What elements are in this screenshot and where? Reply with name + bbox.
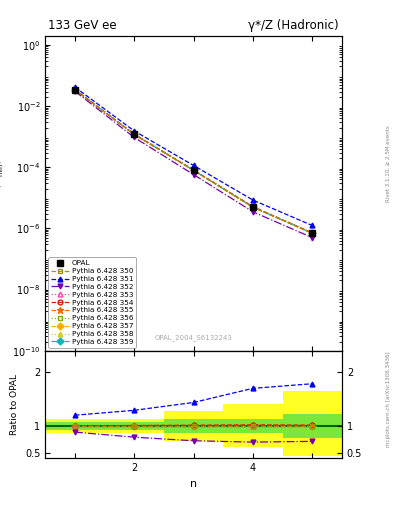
Pythia 6.428 354 xyxy=(251,204,255,210)
Y-axis label: Ratio to OPAL: Ratio to OPAL xyxy=(10,374,19,435)
Line: Pythia 6.428 351: Pythia 6.428 351 xyxy=(72,84,315,228)
Pythia 6.428 357 xyxy=(310,230,315,236)
Pythia 6.428 355 xyxy=(251,204,255,210)
Pythia 6.428 356 xyxy=(251,204,255,210)
Pythia 6.428 353 xyxy=(73,87,77,93)
Pythia 6.428 350 xyxy=(251,204,255,210)
Pythia 6.428 355 xyxy=(191,167,196,173)
OPAL xyxy=(251,204,255,210)
Line: Pythia 6.428 350: Pythia 6.428 350 xyxy=(72,87,315,236)
Pythia 6.428 358 xyxy=(132,131,137,137)
Pythia 6.428 356 xyxy=(191,167,196,174)
Pythia 6.428 353 xyxy=(310,230,315,236)
Text: Rivet 3.1.10, ≥ 2.5M events: Rivet 3.1.10, ≥ 2.5M events xyxy=(386,125,391,202)
Pythia 6.428 357 xyxy=(191,167,196,174)
Pythia 6.428 355 xyxy=(132,131,137,137)
Line: Pythia 6.428 355: Pythia 6.428 355 xyxy=(72,86,316,237)
Legend: OPAL, Pythia 6.428 350, Pythia 6.428 351, Pythia 6.428 352, Pythia 6.428 353, Py: OPAL, Pythia 6.428 350, Pythia 6.428 351… xyxy=(48,258,136,348)
Pythia 6.428 351 xyxy=(132,128,137,134)
Y-axis label: $1/\sigma\,\mathrm{d}\sigma/\mathrm{d}(\,B^n_{\rm min})$: $1/\sigma\,\mathrm{d}\sigma/\mathrm{d}(\… xyxy=(0,159,6,228)
Line: Pythia 6.428 356: Pythia 6.428 356 xyxy=(72,87,315,236)
Pythia 6.428 355 xyxy=(310,230,315,236)
Text: OPAL_2004_S6132243: OPAL_2004_S6132243 xyxy=(154,334,233,342)
OPAL xyxy=(73,87,77,93)
Pythia 6.428 352 xyxy=(310,234,315,241)
Pythia 6.428 359 xyxy=(73,87,77,93)
Pythia 6.428 352 xyxy=(73,88,77,94)
Pythia 6.428 356 xyxy=(132,131,137,137)
Pythia 6.428 351 xyxy=(73,84,77,90)
Pythia 6.428 359 xyxy=(132,131,137,137)
Pythia 6.428 354 xyxy=(191,167,196,173)
Pythia 6.428 359 xyxy=(251,204,255,210)
Pythia 6.428 351 xyxy=(251,197,255,203)
Pythia 6.428 352 xyxy=(132,134,137,140)
Line: Pythia 6.428 359: Pythia 6.428 359 xyxy=(72,87,315,236)
Line: OPAL: OPAL xyxy=(72,86,316,237)
Pythia 6.428 353 xyxy=(191,167,196,174)
Pythia 6.428 354 xyxy=(73,87,77,93)
Pythia 6.428 358 xyxy=(310,230,315,236)
Pythia 6.428 350 xyxy=(132,131,137,137)
Pythia 6.428 355 xyxy=(73,87,77,93)
Text: mcplots.cern.ch [arXiv:1306.3436]: mcplots.cern.ch [arXiv:1306.3436] xyxy=(386,352,391,447)
OPAL xyxy=(132,131,137,137)
Line: Pythia 6.428 357: Pythia 6.428 357 xyxy=(72,87,315,236)
Pythia 6.428 352 xyxy=(191,172,196,178)
Pythia 6.428 359 xyxy=(191,167,196,174)
Pythia 6.428 357 xyxy=(251,204,255,210)
Pythia 6.428 359 xyxy=(310,230,315,236)
Pythia 6.428 350 xyxy=(191,167,196,174)
OPAL xyxy=(310,230,315,236)
Text: 133 GeV ee: 133 GeV ee xyxy=(48,19,117,32)
Pythia 6.428 353 xyxy=(251,204,255,210)
Pythia 6.428 356 xyxy=(73,87,77,93)
Line: Pythia 6.428 358: Pythia 6.428 358 xyxy=(72,87,315,236)
Pythia 6.428 357 xyxy=(132,131,137,137)
Pythia 6.428 354 xyxy=(310,230,315,236)
Pythia 6.428 351 xyxy=(191,162,196,168)
Pythia 6.428 356 xyxy=(310,230,315,236)
Text: γ*/Z (Hadronic): γ*/Z (Hadronic) xyxy=(248,19,339,32)
Pythia 6.428 354 xyxy=(132,131,137,137)
Pythia 6.428 357 xyxy=(73,87,77,93)
Pythia 6.428 350 xyxy=(73,87,77,93)
Pythia 6.428 358 xyxy=(251,204,255,210)
Line: Pythia 6.428 353: Pythia 6.428 353 xyxy=(72,87,315,236)
Pythia 6.428 358 xyxy=(73,87,77,93)
Pythia 6.428 350 xyxy=(310,230,315,236)
X-axis label: n: n xyxy=(190,479,197,488)
Line: Pythia 6.428 354: Pythia 6.428 354 xyxy=(72,87,315,236)
OPAL xyxy=(191,167,196,174)
Pythia 6.428 352 xyxy=(251,209,255,215)
Pythia 6.428 358 xyxy=(191,167,196,174)
Line: Pythia 6.428 352: Pythia 6.428 352 xyxy=(72,89,315,240)
Pythia 6.428 351 xyxy=(310,222,315,228)
Pythia 6.428 353 xyxy=(132,131,137,137)
